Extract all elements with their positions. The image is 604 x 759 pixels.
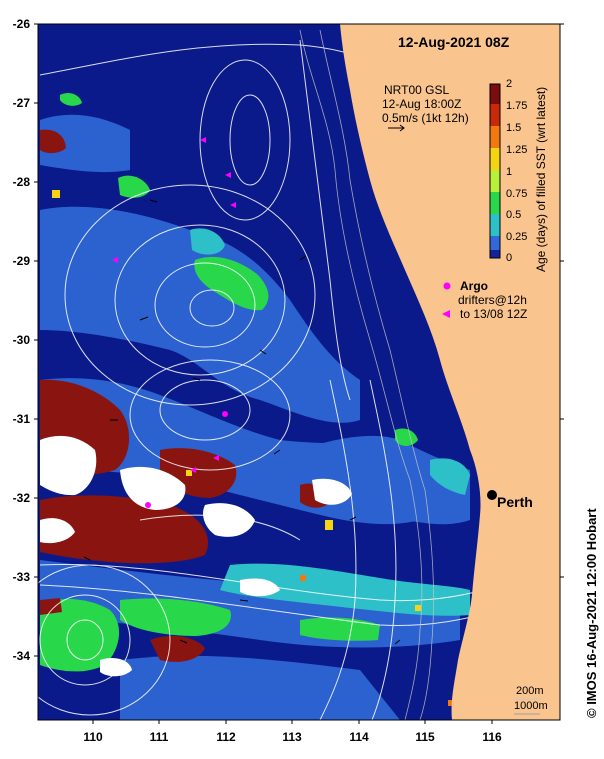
bathymetry-lines bbox=[299, 29, 434, 720]
colorbar-tick: 0.5 bbox=[506, 209, 522, 221]
lon-label: 111 bbox=[149, 730, 169, 744]
colorbar-segment bbox=[490, 170, 500, 192]
sst-nodata-gaps bbox=[40, 435, 352, 677]
colorbar-tick: 0.25 bbox=[506, 231, 528, 243]
argo-legend-title: Argo bbox=[460, 279, 488, 293]
current-legend-line1: NRT00 GSL bbox=[384, 83, 450, 97]
land-mass bbox=[340, 24, 560, 720]
lon-label: 115 bbox=[415, 730, 435, 744]
colorbar-segment bbox=[490, 148, 500, 170]
lat-label: -26 bbox=[12, 17, 30, 31]
colorbar-tick: 1.5 bbox=[506, 122, 522, 134]
imos-credit: © IMOS 16-Aug-2021 12:00 Hobart bbox=[584, 508, 599, 718]
place-label-perth: Perth bbox=[497, 494, 533, 510]
colorbar-tick: 2 bbox=[506, 78, 513, 90]
axis-ticks bbox=[34, 23, 564, 724]
colorbar-segment bbox=[490, 104, 500, 126]
drifter-legend-marker bbox=[442, 310, 450, 318]
colorbar-tick: 0.75 bbox=[506, 188, 528, 200]
colorbar-tick: 0 bbox=[506, 252, 513, 264]
argo-legend-marker bbox=[443, 282, 451, 290]
current-vectors bbox=[83, 199, 401, 645]
lat-label: -31 bbox=[12, 412, 30, 426]
sst-age-patches-green bbox=[40, 92, 418, 672]
lon-label: 116 bbox=[482, 730, 502, 744]
colorbar-tick: 1.75 bbox=[506, 100, 528, 112]
map-frame bbox=[37, 23, 561, 721]
ssh-contours bbox=[38, 39, 501, 720]
colorbar-segment bbox=[490, 84, 500, 104]
colorbar-segment bbox=[490, 236, 500, 258]
colorbar-segment bbox=[490, 192, 500, 214]
colorbar-tick: 1.25 bbox=[506, 144, 528, 156]
map-title: 12-Aug-2021 08Z bbox=[398, 34, 510, 50]
lat-label: -30 bbox=[12, 333, 30, 347]
perth-marker bbox=[487, 490, 497, 500]
current-legend-line2: 12-Aug 18:00Z bbox=[382, 97, 462, 111]
lat-label: -28 bbox=[12, 175, 30, 189]
lat-label: -27 bbox=[12, 96, 30, 110]
lon-label: 114 bbox=[349, 730, 369, 744]
lon-label: 110 bbox=[83, 730, 103, 744]
sst-age-patches-cyan bbox=[190, 228, 470, 616]
bathymetry-legend-200m: 200m bbox=[516, 685, 544, 697]
argo-legend-line1: drifters@12h bbox=[458, 293, 527, 307]
current-scale-arrow bbox=[388, 124, 405, 132]
lon-label: 113 bbox=[282, 730, 302, 744]
argo-float-markers bbox=[112, 137, 236, 508]
lat-label: -32 bbox=[12, 491, 30, 505]
sst-age-patches-blue bbox=[40, 114, 470, 720]
lat-label: -33 bbox=[12, 570, 30, 584]
lat-label: -34 bbox=[12, 649, 30, 663]
lon-label: 112 bbox=[216, 730, 236, 744]
lat-label: -29 bbox=[12, 254, 30, 268]
colorbar-segment bbox=[490, 126, 500, 148]
colorbar-segment bbox=[490, 250, 500, 258]
colorbar bbox=[489, 83, 501, 259]
colorbar-tick: 1 bbox=[506, 166, 513, 178]
colorbar-segment bbox=[490, 214, 500, 236]
colorbar-title: Age (days) of filled SST (wrt latest) bbox=[534, 86, 548, 272]
argo-legend-line2: to 13/08 12Z bbox=[460, 307, 528, 321]
bathymetry-legend-1000m: 1000m bbox=[514, 700, 548, 712]
current-legend-line3: 0.5m/s (1kt 12h) bbox=[382, 111, 469, 125]
sst-age-patches-red bbox=[40, 129, 332, 662]
sst-age-patches-yellow bbox=[52, 190, 454, 706]
